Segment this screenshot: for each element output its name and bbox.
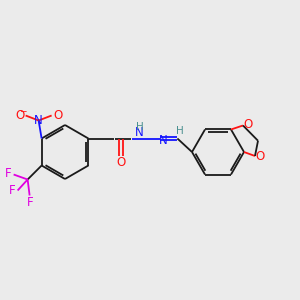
Text: O: O [243,118,253,131]
Text: −: − [19,106,26,115]
Text: H: H [136,122,143,131]
Text: N: N [34,114,43,127]
Text: F: F [5,167,12,180]
Text: F: F [27,196,34,209]
Text: N: N [159,134,168,147]
Text: O: O [117,156,126,169]
Text: O: O [15,109,24,122]
Text: H: H [176,125,183,136]
Text: O: O [255,151,265,164]
Text: N: N [135,126,144,139]
Text: F: F [9,184,16,197]
Text: O: O [53,109,62,122]
